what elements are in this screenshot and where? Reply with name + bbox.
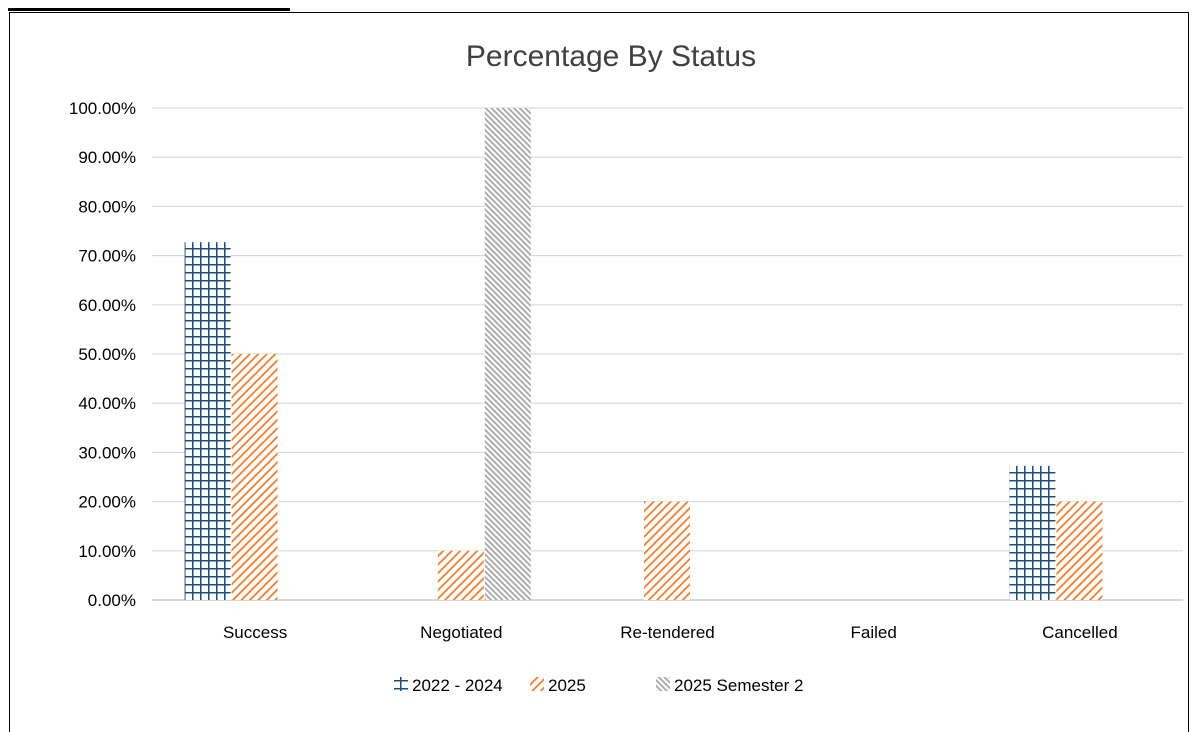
chart-frame [9, 12, 1189, 732]
y-tick-label: 70.00% [78, 247, 136, 266]
bar [1009, 465, 1056, 600]
x-tick-label: Negotiated [420, 623, 502, 642]
y-tick-label: 0.00% [88, 591, 136, 610]
y-tick-label: 10.00% [78, 542, 136, 561]
y-tick-label: 100.00% [69, 99, 136, 118]
bar [1056, 501, 1103, 600]
x-axis-tick-labels: Success Negotiated Re-tendered Failed Cancel… [223, 623, 1118, 642]
x-tick-label: Success [223, 623, 287, 642]
x-tick-label: Failed [851, 623, 897, 642]
legend-label: 2022 - 2024 [412, 676, 503, 695]
y-tick-label: 20.00% [78, 493, 136, 512]
bars [184, 108, 1103, 600]
x-tick-label: Cancelled [1042, 623, 1118, 642]
bar-chart: Percentage By Status 0.00% 10.00% 20.00% 30… [69, 40, 1183, 695]
bar [437, 550, 484, 600]
bar [184, 242, 231, 600]
y-tick-label: 50.00% [78, 345, 136, 364]
legend-swatch [530, 677, 544, 691]
bar [231, 354, 278, 600]
y-tick-label: 30.00% [78, 443, 136, 462]
bar [484, 108, 531, 600]
legend: 2022 - 2024 2025 2025 Semester 2 [394, 676, 803, 695]
legend-swatch [394, 677, 408, 691]
bar [644, 501, 690, 600]
y-axis-tick-labels: 0.00% 10.00% 20.00% 30.00% 40.00% 50.00% 60.00… [69, 99, 136, 610]
top-underline-rule [8, 8, 290, 11]
y-tick-label: 90.00% [78, 148, 136, 167]
x-tick-label: Re-tendered [620, 623, 715, 642]
legend-label: 2025 Semester 2 [674, 676, 803, 695]
legend-label: 2025 [548, 676, 586, 695]
chart-title: Percentage By Status [466, 40, 756, 73]
y-tick-label: 60.00% [78, 296, 136, 315]
y-tick-label: 40.00% [78, 394, 136, 413]
y-tick-label: 80.00% [78, 197, 136, 216]
legend-swatch [656, 677, 670, 691]
